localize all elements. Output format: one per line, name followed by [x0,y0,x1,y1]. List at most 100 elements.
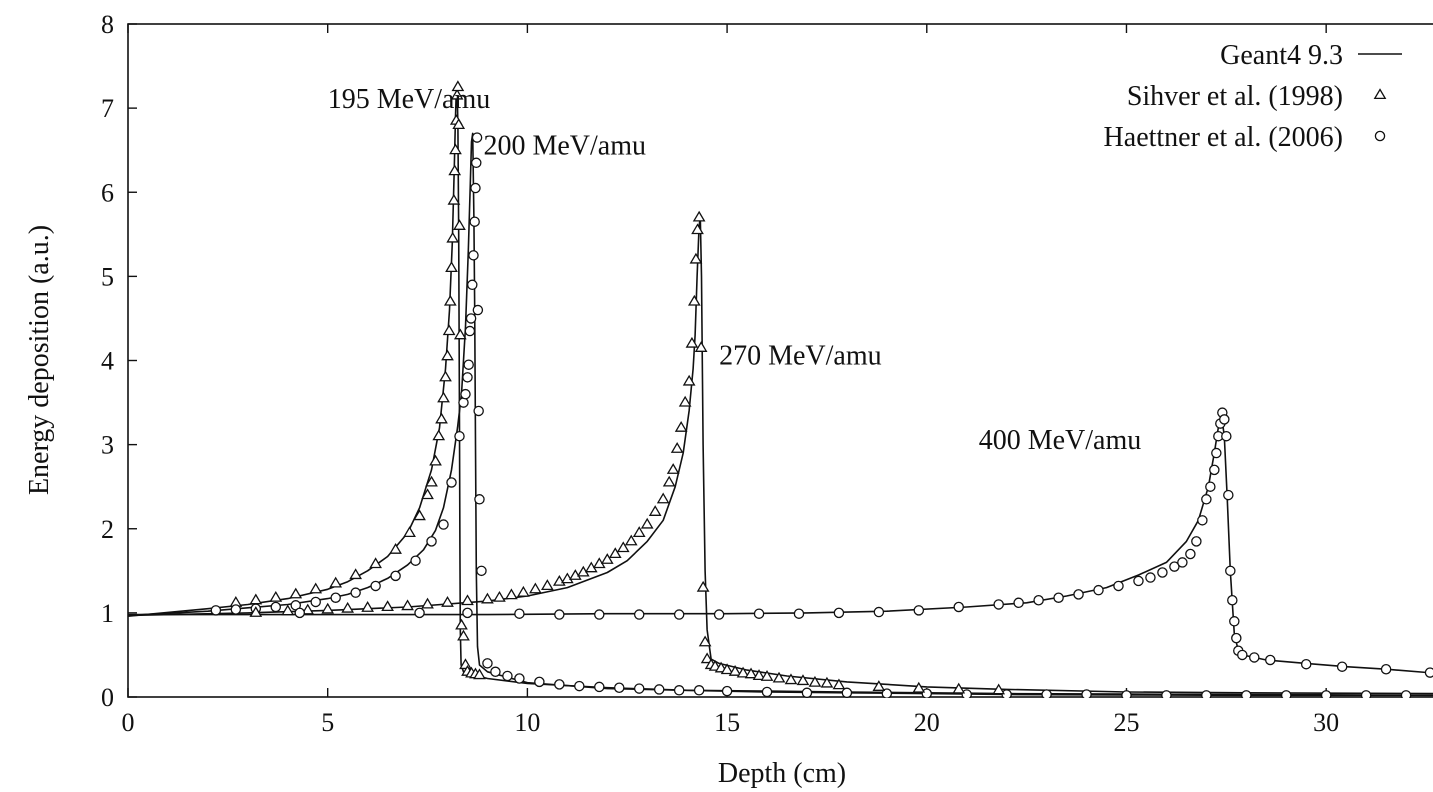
sihver-point [666,463,680,474]
haettner-point [1380,663,1392,675]
haettner-point [1121,690,1132,698]
haettner-point [514,673,525,684]
y-tick-label: 1 [101,599,114,628]
sihver-point [689,252,703,264]
sihver-point [473,668,486,680]
sihver-point [656,492,670,504]
peak-annotation: 200 MeV/amu [483,130,646,161]
sihver-point [720,663,734,675]
haettner-point [1053,592,1064,603]
sihver-point [451,80,465,92]
haettner-point [1113,580,1124,592]
haettner-point [465,313,477,324]
haettner-point [1185,548,1196,560]
sihver-point [453,328,467,340]
haettner-point [1229,616,1240,627]
peak-annotation: 195 MeV/amu [328,84,491,115]
haettner-point [469,216,480,227]
y-tick-label: 0 [101,683,114,712]
haettner-point [502,670,513,682]
sihver-point [445,261,458,273]
haettner-point [438,519,449,530]
haettner-point [1360,690,1372,698]
sihver-point [952,682,966,694]
sihver-point [403,526,416,538]
sihver-point [249,593,263,605]
x-axis-title: Depth (cm) [718,758,846,789]
haettner-point [1033,595,1044,606]
sihver-point [992,683,1006,695]
sihver-point [425,475,438,487]
sihver-point [772,671,786,683]
haettner-point [467,279,478,291]
x-tick-label: 15 [714,708,740,737]
haettner-point [1219,414,1230,425]
haettner-point [476,565,487,577]
x-tick-label: 30 [1313,708,1339,737]
y-tick-label: 2 [101,515,114,544]
sihver-point [493,590,506,602]
haettner-point [414,607,425,619]
haettner-point [653,684,665,695]
sihver-point [670,442,684,453]
sihver-point [289,587,303,599]
sihver-point [616,541,630,553]
sihver-point [349,568,363,580]
haettner-point [514,608,525,619]
haettner-point [693,685,705,696]
sihver-point [461,594,474,606]
sihver-point [632,526,646,538]
haettner-point [761,686,773,698]
haettner-point [490,666,501,678]
haettner-point [554,609,565,620]
haettner-point [468,250,479,261]
sihver-point [820,676,834,688]
sihver-point [872,680,886,691]
sihver-point [249,606,263,617]
sihver-point [648,505,662,516]
haettner-point [1197,515,1208,526]
sihver-point [449,143,462,155]
haettner-point [793,608,805,619]
haettner-point [482,658,493,669]
sihver-point [457,629,470,641]
sihver-point [808,675,822,687]
haettner-point [1073,589,1084,600]
haettner-point [474,494,485,505]
legend: Geant4 9.3 Sihver et al. (1998) Haettner e… [1104,40,1402,153]
sihver-point [421,488,434,500]
haettner-point [633,683,645,694]
haettner-point [833,607,845,619]
legend-circle-sample [1374,130,1386,142]
sihver-point [432,429,446,441]
y-tick-label: 8 [101,10,114,39]
sihver-point [505,588,518,600]
haettner-point [310,596,321,608]
sihver-point [269,590,283,602]
peak-annotation: 270 MeV/amu [719,341,882,372]
sihver-point [446,231,460,243]
haettner-point [673,685,685,696]
sihver-point [832,678,846,690]
peak-annotation: 400 MeV/amu [979,425,1142,456]
haettner-point [370,580,381,592]
haettner-point [1225,565,1236,577]
x-tick-label: 25 [1113,708,1139,737]
haettner-point [1201,690,1212,698]
haettner-point [1211,447,1222,459]
haettner-point [390,570,401,582]
haettner-point [1157,567,1168,578]
sihver-point [662,475,676,487]
haettner-point [1205,481,1216,492]
x-tick-label: 10 [514,708,540,737]
legend-label: Geant4 9.3 [1220,40,1343,71]
sihver-point [674,421,688,432]
haettner-point [1209,464,1220,476]
sihver-point [381,600,394,612]
sihver-point [447,193,461,205]
haettner-point [953,601,964,613]
haettner-point [210,605,222,616]
legend-label: Sihver et al. (1998) [1127,81,1343,112]
sihver-point [560,572,574,584]
sihver-point [435,412,448,424]
